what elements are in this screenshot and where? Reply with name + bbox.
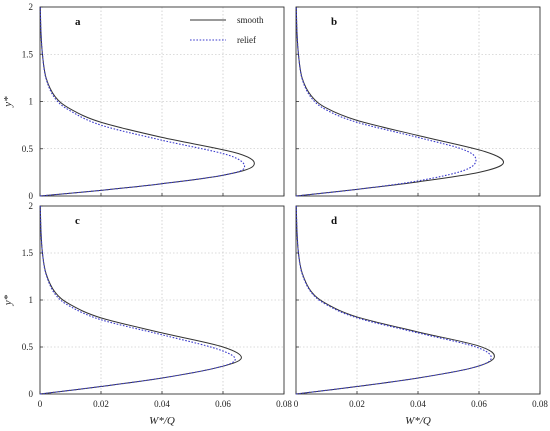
panel-c: 0 0.5 1 1.5 2 y* 0 0.02 0.04 0.06 0.08 W*/Q c xyxy=(2,201,292,427)
y-tick-label: 1.5 xyxy=(22,248,34,258)
series-relief-line xyxy=(295,205,492,395)
y-tick-label: 0.5 xyxy=(22,342,34,352)
legend: smooth relief xyxy=(190,15,264,45)
y-tick-label: 2 xyxy=(29,2,34,12)
x-tick-label: 0.04 xyxy=(154,399,170,409)
panel-d: 0 0.02 0.04 0.06 0.08 W*/Q d xyxy=(294,205,548,427)
x-axis-title: W*/Q xyxy=(405,415,431,427)
legend-label-relief: relief xyxy=(237,35,256,45)
legend-label-smooth: smooth xyxy=(237,15,264,25)
y-axis-title: y* xyxy=(2,294,14,306)
x-tick-label: 0 xyxy=(38,399,43,409)
panel-label: b xyxy=(331,16,337,28)
panel-a: 0 0.5 1 1.5 2 y* a smooth relief xyxy=(2,2,285,201)
x-tick-label: 0.02 xyxy=(93,399,109,409)
x-axis-title: W*/Q xyxy=(149,415,175,427)
y-tick-label: 2 xyxy=(29,201,34,211)
x-tick-label: 0.04 xyxy=(410,399,426,409)
y-tick-label: 0 xyxy=(29,191,34,201)
y-axis-title: y* xyxy=(2,96,14,108)
panel-b: b xyxy=(295,6,541,197)
y-tick-label: 1.5 xyxy=(22,49,34,59)
panel-label: a xyxy=(75,16,81,28)
y-tick-label: 0 xyxy=(29,389,34,399)
series-relief-line xyxy=(39,6,246,197)
panel-label: d xyxy=(331,215,337,227)
x-tick-label: 0.02 xyxy=(349,399,365,409)
x-tick-label: 0.08 xyxy=(532,399,548,409)
x-tick-label: 0.08 xyxy=(276,399,292,409)
y-tick-label: 0.5 xyxy=(22,144,34,154)
y-tick-label: 1 xyxy=(29,295,34,305)
x-tick-label: 0.06 xyxy=(215,399,231,409)
series-relief-line xyxy=(295,6,477,197)
x-tick-label: 0 xyxy=(294,399,299,409)
x-tick-label: 0.06 xyxy=(471,399,487,409)
series-relief-line xyxy=(39,205,236,395)
series-smooth-line xyxy=(39,205,242,395)
y-tick-label: 1 xyxy=(29,97,34,107)
panel-label: c xyxy=(75,215,80,227)
